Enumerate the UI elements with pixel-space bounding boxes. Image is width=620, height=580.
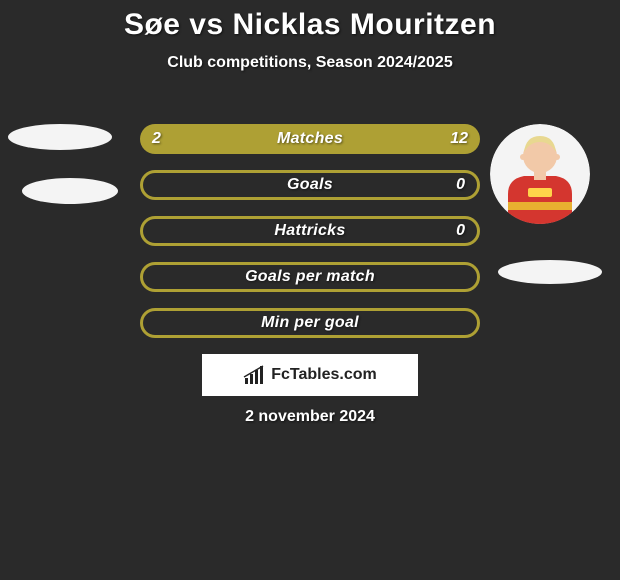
stat-bar-hattricks: Hattricks 0 <box>140 216 480 246</box>
stat-left-value: 2 <box>152 130 161 148</box>
stat-bar-matches: 2 Matches 12 <box>140 124 480 154</box>
right-ellipse <box>498 260 602 284</box>
stat-bar-goals: Goals 0 <box>140 170 480 200</box>
stat-right-value: 12 <box>450 130 468 148</box>
fctables-logo: FcTables.com <box>202 354 418 396</box>
comparison-infographic: Søe vs Nicklas Mouritzen Club competitio… <box>0 0 620 580</box>
left-ellipse-1 <box>8 124 112 150</box>
stat-bar-min-per-goal: Min per goal <box>140 308 480 338</box>
stat-right-value: 0 <box>456 222 465 240</box>
stat-right-value: 0 <box>456 176 465 194</box>
page-title: Søe vs Nicklas Mouritzen <box>0 0 620 42</box>
stat-label: Min per goal <box>261 314 359 332</box>
bar-chart-icon <box>243 364 265 386</box>
stat-label: Goals <box>287 176 333 194</box>
logo-text: FcTables.com <box>271 366 377 384</box>
stat-label: Hattricks <box>274 222 345 240</box>
subtitle: Club competitions, Season 2024/2025 <box>0 54 620 72</box>
stat-bars: 2 Matches 12 Goals 0 Hattricks 0 Goals p… <box>140 124 480 354</box>
date-text: 2 november 2024 <box>0 408 620 426</box>
stat-label: Matches <box>277 130 343 148</box>
left-ellipse-2 <box>22 178 118 204</box>
player-right-avatar <box>490 124 590 224</box>
stat-bar-goals-per-match: Goals per match <box>140 262 480 292</box>
stat-label: Goals per match <box>245 268 375 286</box>
avatar-illustration <box>490 124 590 224</box>
